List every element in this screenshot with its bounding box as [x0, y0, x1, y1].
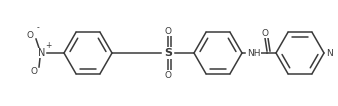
Text: NH: NH	[247, 49, 261, 57]
Text: N: N	[326, 49, 333, 57]
Text: +: +	[45, 40, 51, 50]
Text: S: S	[164, 48, 172, 58]
Text: -: -	[37, 24, 39, 33]
Text: O: O	[30, 66, 38, 75]
Text: O: O	[262, 29, 268, 38]
Text: O: O	[26, 31, 33, 40]
Text: N: N	[38, 48, 46, 58]
Text: O: O	[165, 26, 171, 36]
Text: O: O	[165, 70, 171, 80]
